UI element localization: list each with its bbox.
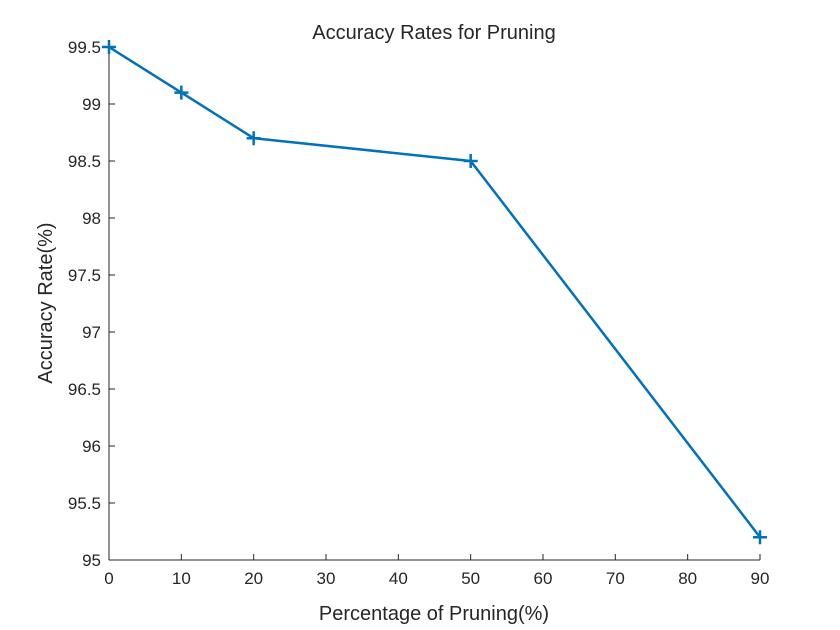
y-tick-label: 98.5 [68, 152, 101, 171]
data-point-marker [463, 154, 478, 168]
y-axis-label: Accuracy Rate(%) [35, 222, 57, 383]
x-axis-ticks: 0 10 20 30 40 50 60 70 80 90 [104, 554, 769, 588]
chart-title: Accuracy Rates for Pruning [312, 22, 555, 44]
y-tick-label: 95.5 [68, 494, 101, 513]
x-tick-label: 90 [751, 569, 770, 588]
y-tick-label: 99 [82, 95, 101, 114]
series-line [108, 45, 761, 538]
data-point-marker [753, 530, 767, 545]
plot-area [108, 47, 760, 561]
x-tick-label: 40 [389, 569, 408, 588]
y-tick-label: 99.5 [68, 38, 101, 57]
x-axis-label: Percentage of Pruning(%) [319, 603, 549, 625]
y-tick-label: 97 [82, 323, 101, 342]
data-point-marker [174, 85, 189, 100]
y-tick-label: 95 [82, 551, 101, 570]
data-point-marker [246, 131, 261, 146]
x-tick-label: 80 [678, 569, 697, 588]
y-axis-ticks: 95 95.5 96 96.5 97 97.5 98 98.5 99 99.5 [68, 38, 115, 570]
y-tick-label: 96.5 [68, 380, 101, 399]
x-tick-label: 60 [534, 569, 553, 588]
x-tick-label: 30 [317, 569, 336, 588]
x-tick-label: 10 [172, 569, 191, 588]
data-point-marker [102, 40, 116, 54]
series-layer [102, 40, 767, 545]
y-tick-label: 97.5 [68, 266, 101, 285]
x-tick-label: 0 [104, 569, 113, 588]
x-tick-label: 50 [461, 569, 480, 588]
x-tick-label: 20 [244, 569, 263, 588]
y-tick-label: 96 [82, 437, 101, 456]
x-tick-label: 70 [606, 569, 625, 588]
y-tick-label: 98 [82, 209, 101, 228]
